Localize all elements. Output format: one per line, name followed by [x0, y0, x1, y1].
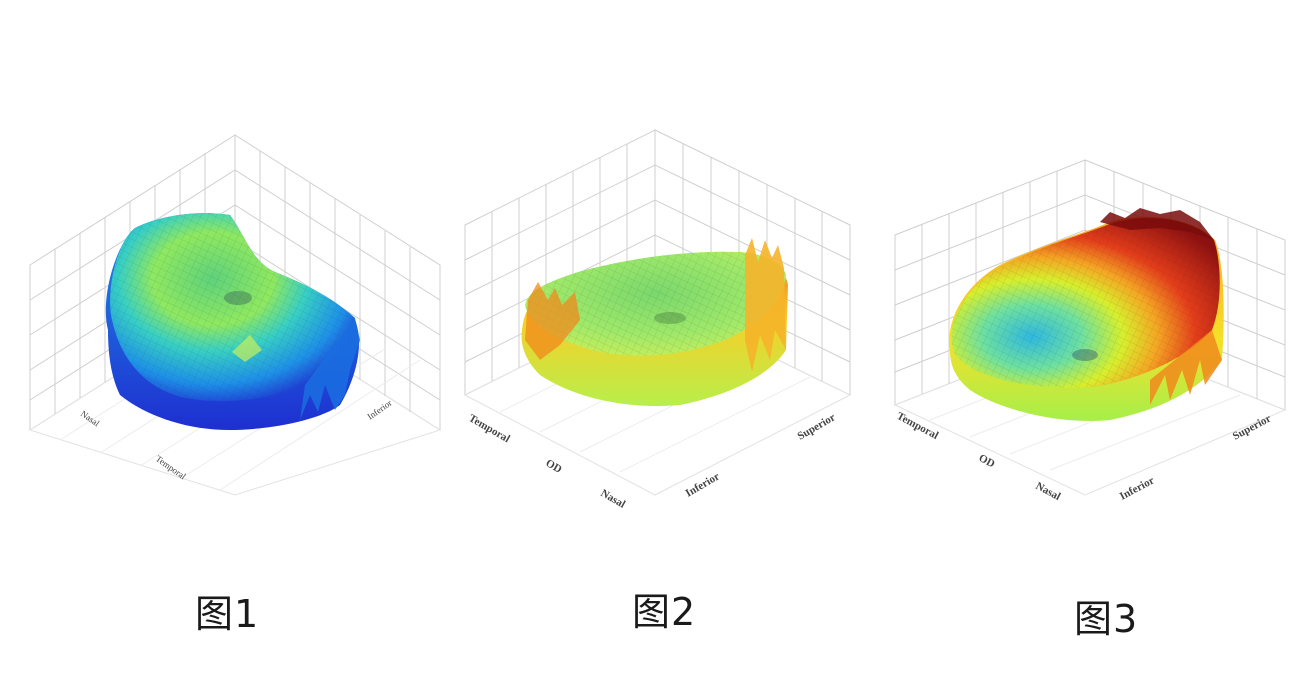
chart-3-axis-label-left-mid: OD — [977, 452, 997, 470]
chart-1-surface — [105, 213, 360, 430]
chart-3-axis-label-left-bottom: Nasal — [1034, 480, 1063, 503]
chart-3-axis-label-left-top: Temporal — [895, 410, 941, 442]
chart-2-axis-label-right-bottom: Inferior — [684, 471, 722, 500]
figure-caption-1: 图1 — [195, 592, 260, 636]
chart-2-axis-label-left-top: Temporal — [467, 412, 512, 445]
figure-caption-3: 图3 — [1074, 597, 1139, 641]
chart-2-axis-label-right-top: Superior — [796, 411, 838, 442]
chart-2-axis-label-left-bottom: Nasal — [599, 487, 628, 511]
chart-1-axis-label-front-left: Temporal — [154, 453, 188, 481]
chart-2-axis-labels: Temporal OD Nasal Inferior Superior — [467, 411, 838, 510]
figure-caption-2: 图2 — [632, 590, 697, 634]
chart-2-axis-label-left-mid: OD — [544, 457, 564, 476]
chart-2-surface — [521, 238, 788, 406]
chart-1-axis-label-front-right: Inferior — [365, 398, 393, 422]
chart-3-axis-label-right-top: Superior — [1231, 412, 1273, 442]
chart-3-surface — [949, 208, 1224, 421]
